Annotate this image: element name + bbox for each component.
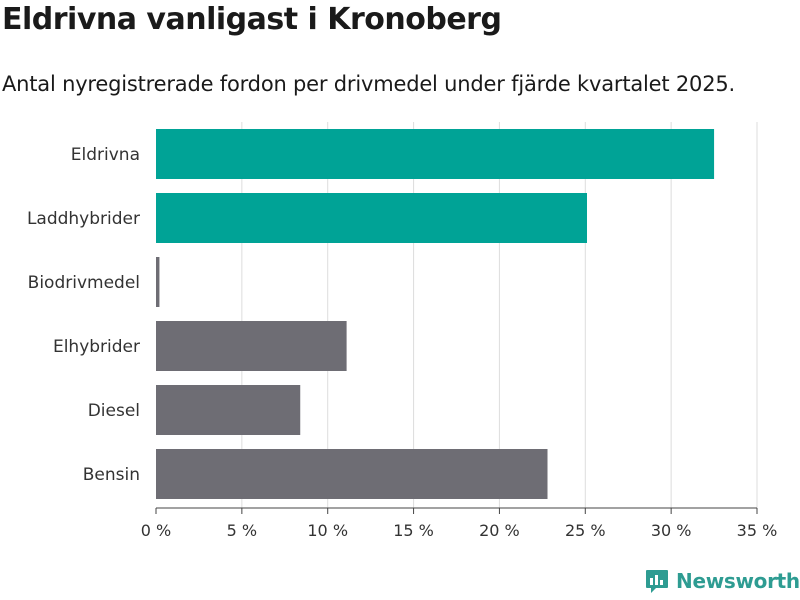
x-tick-label: 20 % [479,521,520,540]
x-tick-label: 5 % [227,521,257,540]
chart-subtitle: Antal nyregistrerade fordon per drivmede… [2,72,736,96]
category-label: Eldrivna [71,145,140,165]
category-label: Diesel [88,401,140,421]
bar [156,321,347,371]
x-tick-label: 30 % [651,521,692,540]
bar [156,129,715,179]
category-label: Biodrivmedel [28,273,140,293]
x-tick-label: 0 % [141,521,171,540]
bar [156,257,160,307]
x-tick-label: 35 % [737,521,778,540]
bar [156,449,548,499]
category-label: Elhybrider [53,337,140,357]
x-tick-label: 25 % [565,521,606,540]
category-label: Laddhybrider [27,209,140,229]
x-tick-label: 15 % [393,521,434,540]
newsworthy-logo-icon [646,570,668,593]
bar [156,385,301,435]
category-label: Bensin [83,465,140,485]
brand-logo: Newsworthy [644,568,800,594]
bar-chart: 0 % 5 % 10 % 15 % 20 % 25 % 30 % 35 % Eldrivna La… [27,122,778,540]
brand-name: Newsworthy [676,569,800,593]
bar [156,193,588,243]
chart-title: Eldrivna vanligast i Kronoberg [2,2,502,37]
x-tick-label: 10 % [307,521,348,540]
